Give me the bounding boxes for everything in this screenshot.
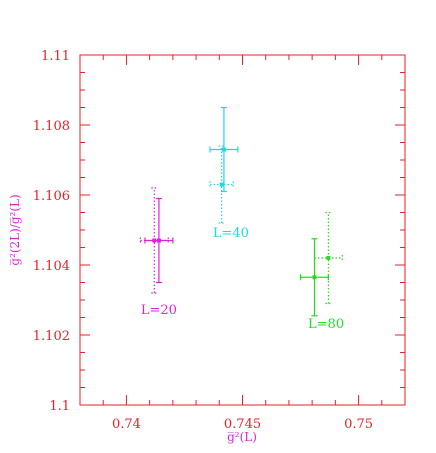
data-point	[152, 238, 157, 243]
y-tick-labels: 1.1 1.102 1.104 1.106 1.108 1.11	[33, 49, 70, 414]
x-tick-labels: 0.74 0.745 0.75	[112, 417, 373, 432]
data-point-errorbar	[209, 106, 239, 193]
x-tick-label: 0.745	[224, 417, 261, 432]
y-tick-label: 1.1	[49, 399, 70, 414]
data-point-errorbar	[299, 238, 329, 317]
series-label: L=20	[141, 303, 177, 318]
series-label: L=40	[213, 226, 249, 241]
x-tick-label: 0.75	[344, 417, 373, 432]
data-point-errorbar	[139, 187, 169, 294]
data-point	[312, 275, 317, 280]
series-label: L=80	[308, 317, 344, 332]
data-marks	[139, 106, 343, 317]
axis-ticks	[79, 54, 406, 406]
data-point	[219, 182, 224, 187]
y-tick-label: 1.106	[33, 189, 70, 204]
data-point	[221, 147, 226, 152]
data-point	[326, 256, 331, 260]
x-axis-label: g̅²(L)	[227, 430, 257, 444]
series-labels: L=20 L=40 L=80	[141, 226, 344, 332]
y-axis-label: g̅²(2L)/g̅²(L)	[8, 194, 22, 265]
y-tick-label: 1.104	[33, 259, 70, 274]
y-tick-label: 1.108	[33, 119, 70, 134]
data-point-errorbar	[209, 145, 234, 224]
y-tick-label: 1.102	[33, 329, 70, 344]
y-tick-label: 1.11	[41, 49, 70, 64]
data-point-errorbar	[313, 211, 343, 305]
x-tick-label: 0.74	[112, 417, 141, 432]
